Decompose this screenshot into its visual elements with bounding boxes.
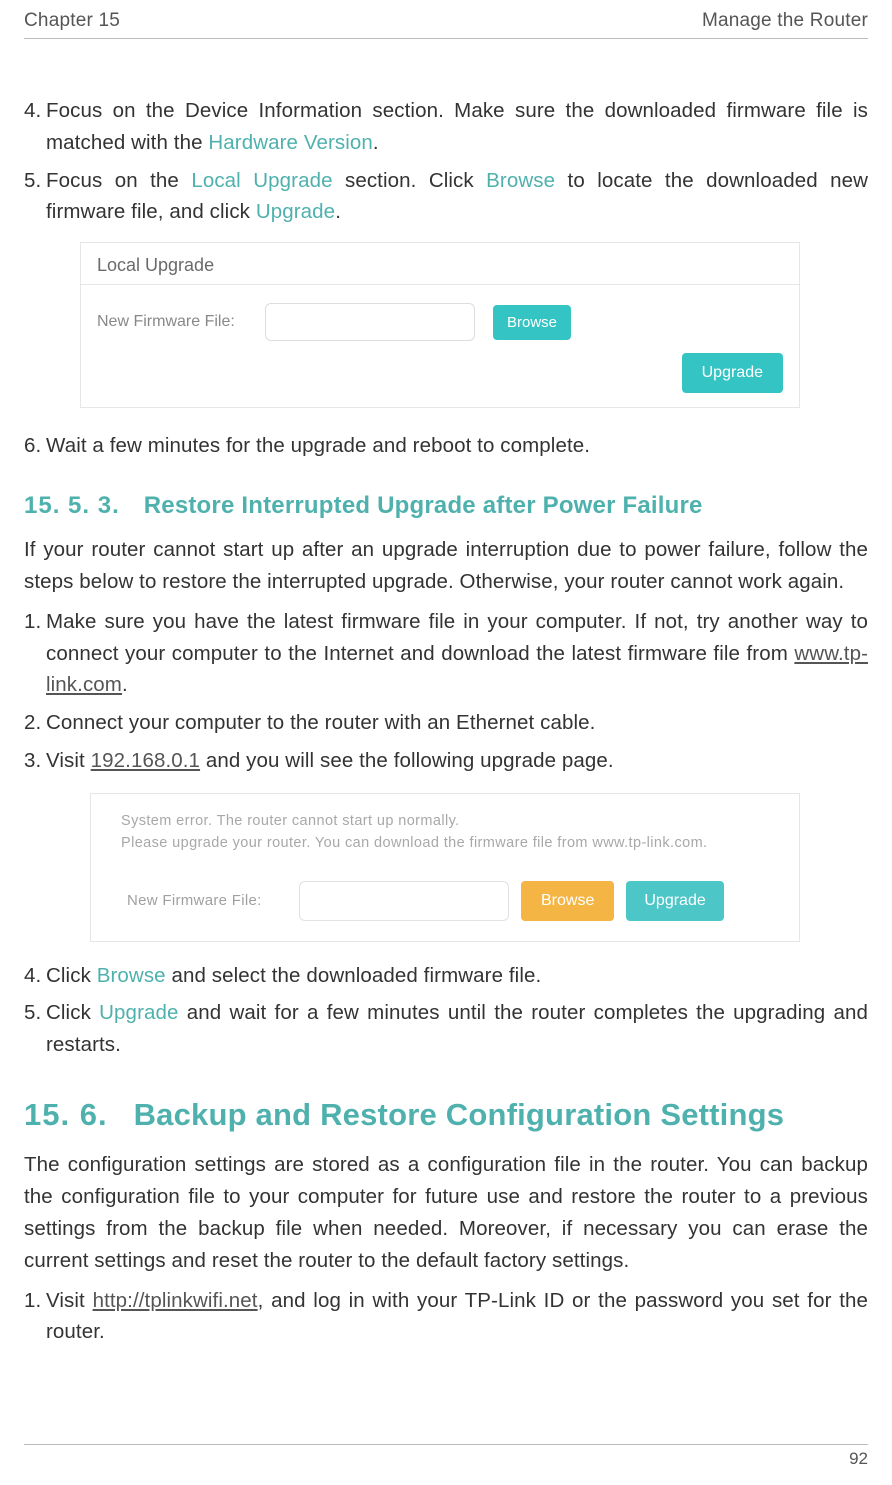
heading-number: 15. 5. 3. — [24, 492, 120, 519]
step-text: Visit 192.168.0.1 and you will see the f… — [46, 745, 868, 777]
running-header: Chapter 15 Manage the Router — [24, 10, 868, 39]
step-4: 4. Focus on the Device Information secti… — [24, 95, 868, 159]
step-c4: 4. Click Browse and select the downloade… — [24, 960, 868, 992]
step-b2: 2. Connect your computer to the router w… — [24, 707, 868, 739]
step-text: Click Browse and select the downloaded f… — [46, 960, 868, 992]
step-number: 4. — [24, 960, 46, 992]
firmware-file-label: New Firmware File: — [127, 892, 287, 909]
step-number: 3. — [24, 745, 46, 777]
heading-title: Restore Interrupted Upgrade after Power … — [144, 492, 703, 519]
inline-term: Upgrade — [256, 200, 335, 223]
step-number: 5. — [24, 997, 46, 1061]
step-b1: 1. Make sure you have the latest firmwar… — [24, 606, 868, 701]
step-b3: 3. Visit 192.168.0.1 and you will see th… — [24, 745, 868, 777]
step-number: 1. — [24, 1285, 46, 1349]
inline-term: Browse — [486, 169, 555, 192]
step-c5: 5. Click Upgrade and wait for a few minu… — [24, 997, 868, 1061]
local-upgrade-panel: Local Upgrade New Firmware File: Browse … — [80, 242, 800, 408]
paragraph: The configuration settings are stored as… — [24, 1149, 868, 1277]
subsection-heading: 15. 5. 3. Restore Interrupted Upgrade aft… — [24, 492, 868, 520]
step-text: Wait a few minutes for the upgrade and r… — [46, 430, 868, 462]
chapter-label: Chapter 15 — [24, 10, 120, 32]
recovery-upgrade-panel: System error. The router cannot start up… — [90, 793, 800, 942]
step-d1: 1. Visit http://tplinkwifi.net, and log … — [24, 1285, 868, 1349]
link-routerip[interactable]: 192.168.0.1 — [91, 749, 200, 772]
error-message: System error. The router cannot start up… — [121, 810, 781, 855]
firmware-file-input[interactable] — [265, 303, 475, 341]
inline-term: Hardware Version — [208, 131, 373, 154]
link-tplinkwifi[interactable]: http://tplinkwifi.net — [93, 1289, 258, 1312]
step-number: 1. — [24, 606, 46, 701]
step-5: 5. Focus on the Local Upgrade section. C… — [24, 165, 868, 229]
browse-button[interactable]: Browse — [493, 305, 571, 340]
step-text: Make sure you have the latest firmware f… — [46, 606, 868, 701]
step-6: 6. Wait a few minutes for the upgrade an… — [24, 430, 868, 462]
upgrade-button[interactable]: Upgrade — [626, 881, 723, 921]
paragraph: If your router cannot start up after an … — [24, 534, 868, 598]
firmware-file-input[interactable] — [299, 881, 509, 921]
inline-term: Upgrade — [99, 1001, 178, 1024]
browse-button[interactable]: Browse — [521, 881, 614, 921]
section-label: Manage the Router — [702, 10, 868, 32]
step-text: Connect your computer to the router with… — [46, 707, 868, 739]
step-number: 4. — [24, 95, 46, 159]
page-footer: 92 — [24, 1444, 868, 1469]
step-text: Focus on the Device Information section.… — [46, 95, 868, 159]
step-text: Focus on the Local Upgrade section. Clic… — [46, 165, 868, 229]
firmware-file-label: New Firmware File: — [97, 313, 247, 331]
panel-title: Local Upgrade — [81, 243, 799, 284]
step-number: 6. — [24, 430, 46, 462]
section-heading: 15. 6. Backup and Restore Configuration S… — [24, 1097, 868, 1133]
heading-number: 15. 6. — [24, 1097, 108, 1132]
upgrade-button[interactable]: Upgrade — [682, 353, 783, 393]
step-number: 2. — [24, 707, 46, 739]
step-text: Click Upgrade and wait for a few minutes… — [46, 997, 868, 1061]
inline-term: Local Upgrade — [191, 169, 332, 192]
page-number: 92 — [849, 1449, 868, 1468]
step-text: Visit http://tplinkwifi.net, and log in … — [46, 1285, 868, 1349]
step-number: 5. — [24, 165, 46, 229]
inline-term: Browse — [97, 964, 166, 987]
heading-title: Backup and Restore Configuration Setting… — [134, 1097, 785, 1132]
